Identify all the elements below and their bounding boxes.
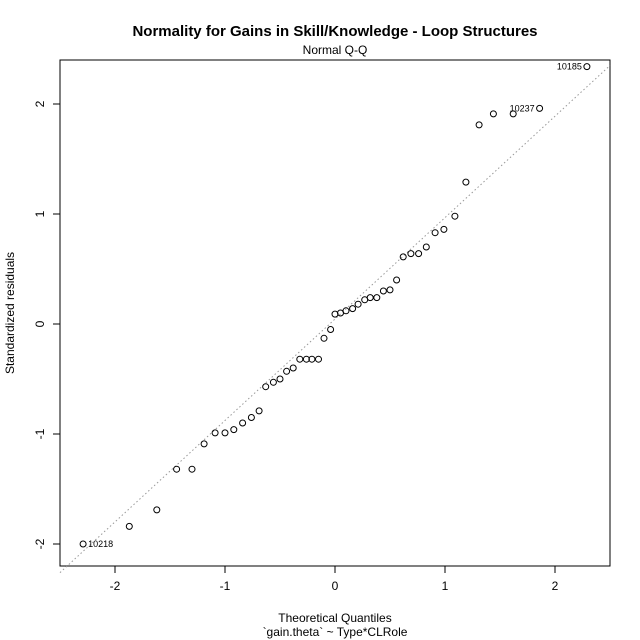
data-point [200,440,208,448]
data-point [173,465,181,473]
data-point [509,110,517,118]
data-point [79,540,87,548]
data-point [262,383,270,391]
data-point [399,253,407,261]
data-point [308,355,316,363]
y-tick-label: 1 [33,210,47,217]
data-point [366,294,374,302]
x-tick-label: -1 [220,579,231,593]
data-point [221,429,229,437]
data-point [489,110,497,118]
data-point [415,250,423,258]
data-point [475,121,483,129]
data-point [320,334,328,342]
x-tick-label: 0 [332,579,339,593]
chart-subtitle: Normal Q-Q [303,43,368,57]
chart-title: Normality for Gains in Skill/Knowledge -… [132,23,537,40]
data-point [342,307,350,315]
y-tick-label: 0 [33,320,47,327]
data-point [327,326,335,333]
data-point [289,364,297,372]
x-tick-label: 1 [442,579,449,593]
data-point [269,378,277,386]
data-point [188,465,196,473]
plot-frame [59,59,611,567]
data-point [386,286,394,294]
data-point [407,250,415,258]
y-tick-label: -1 [33,428,47,439]
data-point [211,429,219,437]
point-label: 10237 [510,103,535,113]
data-point [536,104,544,112]
data-point [315,355,322,363]
x-tick-label: -2 [110,579,121,593]
data-point [239,419,247,427]
y-tick-label: 2 [33,100,47,107]
data-point [393,276,401,284]
data-point [440,225,448,233]
data-point [296,355,304,363]
data-point [422,243,430,251]
data-point [255,407,263,415]
data-point [230,426,238,434]
data-point [125,522,133,530]
data-point [431,229,439,237]
data-point [283,367,291,375]
data-point [583,63,591,71]
x-tick-label: 2 [552,579,559,593]
data-point [451,212,459,220]
data-point [276,375,284,383]
y-tick-label: -2 [33,538,47,549]
data-point [462,178,470,186]
y-axis-label: Standardized residuals [3,252,17,374]
qq-reference-line [59,65,611,573]
data-point [349,305,357,313]
x-axis-label: Theoretical Quantiles [278,611,391,625]
point-label: 10185 [557,62,582,72]
data-point [153,506,161,514]
data-point [331,310,339,318]
point-label: 10218 [88,539,113,549]
data-point [373,294,381,302]
x-axis-sublabel: `gain.theta` ~ Type*CLRole [263,625,408,639]
data-point [354,300,362,308]
data-point [247,414,255,421]
data-point [379,287,387,295]
